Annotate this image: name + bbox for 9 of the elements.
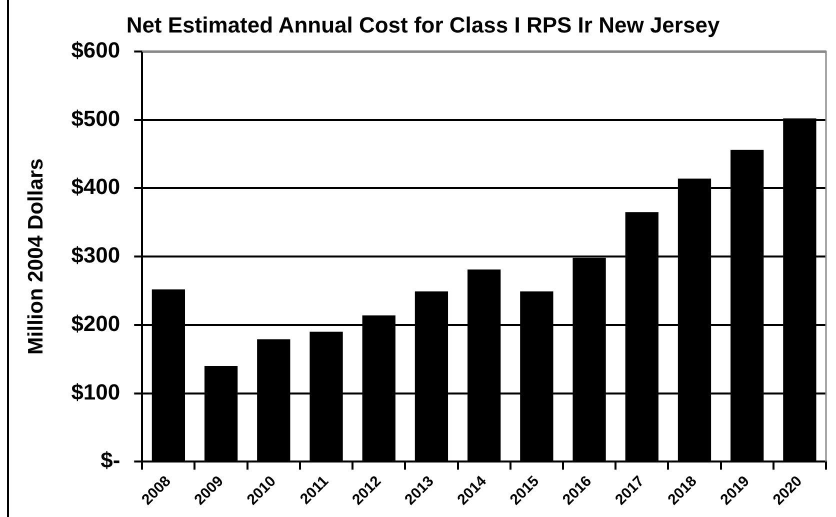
y-tick-label: $400: [71, 174, 120, 200]
y-tick-label: $600: [71, 37, 120, 62]
y-tick-label: $500: [71, 106, 120, 131]
y-tick-label: $300: [71, 242, 120, 268]
y-tick-label: $100: [71, 379, 120, 404]
y-tick-label: $200: [71, 310, 120, 336]
chart-title: Net Estimated Annual Cost for Class I RPS Ir New Jersey: [126, 12, 720, 38]
y-axis-title: Million 2004 Dollars: [24, 158, 48, 355]
y-tick-label: $-: [100, 448, 120, 473]
